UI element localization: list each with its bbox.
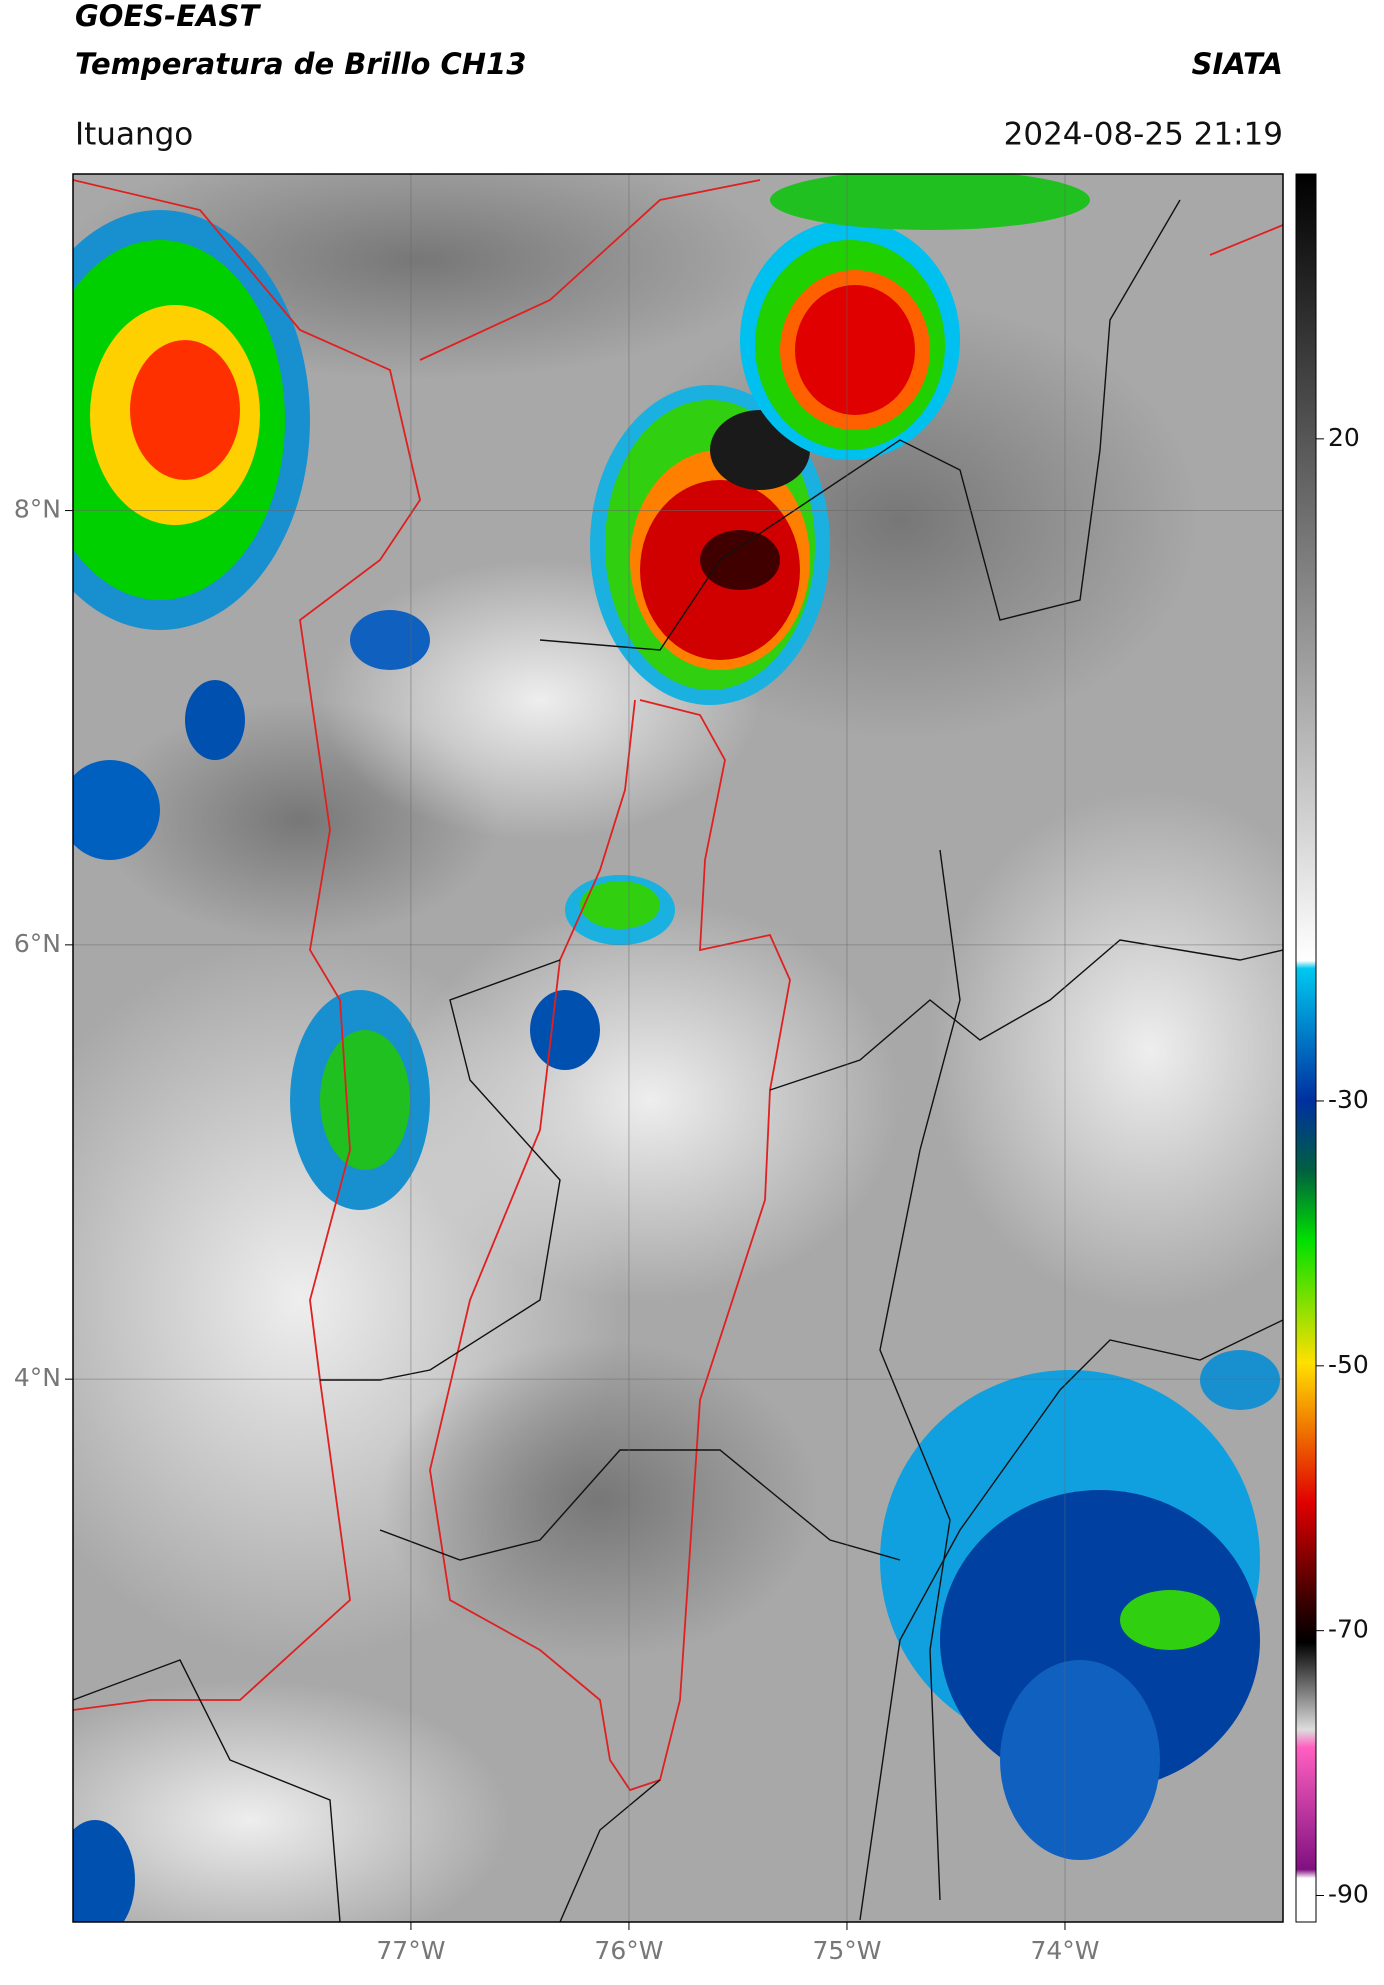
subtitle: Temperatura de Brillo CH13	[75, 47, 526, 81]
y-tick-label: 8°N	[14, 495, 61, 524]
colorbar	[1295, 173, 1317, 1923]
x-tick-label: 74°W	[1030, 1936, 1099, 1965]
colorbar-tick-label: -70	[1328, 1615, 1369, 1644]
title: GOES-EAST	[75, 0, 261, 33]
location: Ituango	[75, 117, 193, 153]
colorbar-tick-label: 20	[1328, 423, 1360, 452]
colorbar-tick-label: -30	[1328, 1085, 1369, 1114]
y-tick-label: 6°N	[14, 929, 61, 958]
x-tick-label: 77°W	[376, 1936, 445, 1965]
colorbar-tick-label: -50	[1328, 1350, 1369, 1379]
source: SIATA	[1192, 47, 1283, 81]
x-tick-label: 75°W	[812, 1936, 881, 1965]
colorbar-tick-label: -90	[1328, 1880, 1369, 1909]
timestamp: 2024-08-25 21:19	[1004, 117, 1283, 153]
x-tick-label: 76°W	[594, 1936, 663, 1965]
graticule	[73, 174, 1283, 1922]
map-frame	[72, 173, 1284, 1923]
y-tick-label: 4°N	[14, 1363, 61, 1392]
satellite-image	[73, 174, 1283, 1922]
